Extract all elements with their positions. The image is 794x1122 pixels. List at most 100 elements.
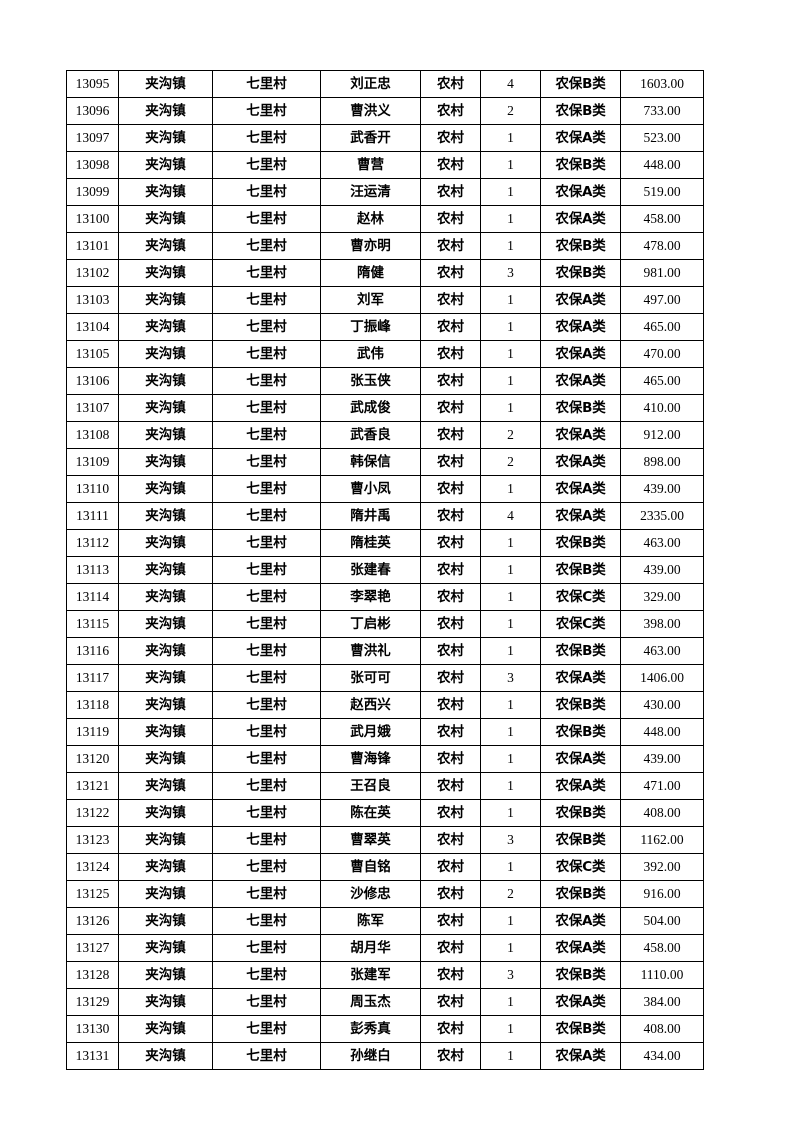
cell-household-type: 农村 (420, 691, 481, 719)
cell-person-count: 1 (480, 934, 541, 962)
cell-name: 武香良 (320, 421, 421, 449)
cell-seq: 13117 (66, 664, 119, 692)
cell-person-count: 1 (480, 232, 541, 260)
cell-village: 七里村 (212, 880, 321, 908)
subsidy-table-wrap: 13095 夹沟镇 七里村 刘正忠 农村 4 农保B类 1603.00 13096 夹沟镇 七里村曹… (66, 70, 704, 1070)
cell-person-count: 1 (480, 718, 541, 746)
table-row: 13126 夹沟镇 七里村 陈军 农村 1 农保A类 504.00 (66, 907, 704, 935)
table-row: 13105 夹沟镇 七里村 武伟 农村 1 农保A类 470.00 (66, 340, 704, 368)
table-row: 13101 夹沟镇 七里村 曹亦明 农村 1 农保B类 478.00 (66, 232, 704, 260)
cell-seq: 13103 (66, 286, 119, 314)
cell-person-count: 4 (480, 502, 541, 530)
cell-amount: 2335.00 (620, 502, 704, 530)
cell-name: 陈在英 (320, 799, 421, 827)
cell-village: 七里村 (212, 313, 321, 341)
table-row: 13095 夹沟镇 七里村 刘正忠 农村 4 农保B类 1603.00 (66, 70, 704, 98)
cell-town: 夹沟镇 (118, 853, 213, 881)
cell-amount: 430.00 (620, 691, 704, 719)
cell-person-count: 1 (480, 394, 541, 422)
cell-seq: 13115 (66, 610, 119, 638)
cell-village: 七里村 (212, 475, 321, 503)
cell-village: 七里村 (212, 637, 321, 665)
cell-town: 夹沟镇 (118, 70, 213, 98)
cell-name: 隋桂英 (320, 529, 421, 557)
table-row: 13096 夹沟镇 七里村 曹洪义 农村 2 农保B类 733.00 (66, 97, 704, 125)
cell-household-type: 农村 (420, 988, 481, 1016)
cell-seq: 13102 (66, 259, 119, 287)
cell-name: 沙修忠 (320, 880, 421, 908)
cell-seq: 13128 (66, 961, 119, 989)
cell-village: 七里村 (212, 367, 321, 395)
cell-household-type: 农村 (420, 664, 481, 692)
cell-village: 七里村 (212, 1015, 321, 1043)
cell-name: 武伟 (320, 340, 421, 368)
cell-amount: 458.00 (620, 934, 704, 962)
cell-name: 汪运清 (320, 178, 421, 206)
cell-name: 曹亦明 (320, 232, 421, 260)
cell-town: 夹沟镇 (118, 583, 213, 611)
cell-household-type: 农村 (420, 232, 481, 260)
cell-amount: 981.00 (620, 259, 704, 287)
cell-amount: 439.00 (620, 556, 704, 584)
cell-amount: 1406.00 (620, 664, 704, 692)
cell-category: 农保A类 (540, 286, 621, 314)
cell-seq: 13131 (66, 1042, 119, 1070)
cell-village: 七里村 (212, 394, 321, 422)
cell-seq: 13099 (66, 178, 119, 206)
cell-village: 七里村 (212, 151, 321, 179)
cell-household-type: 农村 (420, 637, 481, 665)
cell-household-type: 农村 (420, 610, 481, 638)
cell-category: 农保A类 (540, 367, 621, 395)
cell-town: 夹沟镇 (118, 934, 213, 962)
cell-category: 农保B类 (540, 97, 621, 125)
cell-amount: 439.00 (620, 745, 704, 773)
table-row: 13117 夹沟镇 七里村 张可可 农村 3 农保A类 1406.00 (66, 664, 704, 692)
cell-household-type: 农村 (420, 97, 481, 125)
cell-name: 武成俊 (320, 394, 421, 422)
cell-person-count: 2 (480, 880, 541, 908)
cell-amount: 898.00 (620, 448, 704, 476)
cell-village: 七里村 (212, 1042, 321, 1070)
cell-seq: 13100 (66, 205, 119, 233)
cell-amount: 733.00 (620, 97, 704, 125)
cell-town: 夹沟镇 (118, 772, 213, 800)
cell-amount: 504.00 (620, 907, 704, 935)
cell-town: 夹沟镇 (118, 691, 213, 719)
cell-name: 刘正忠 (320, 70, 421, 98)
cell-village: 七里村 (212, 448, 321, 476)
cell-village: 七里村 (212, 718, 321, 746)
cell-seq: 13107 (66, 394, 119, 422)
cell-household-type: 农村 (420, 718, 481, 746)
cell-town: 夹沟镇 (118, 178, 213, 206)
cell-seq: 13119 (66, 718, 119, 746)
cell-household-type: 农村 (420, 529, 481, 557)
cell-household-type: 农村 (420, 556, 481, 584)
cell-name: 孙继白 (320, 1042, 421, 1070)
table-row: 13119 夹沟镇 七里村 武月娥 农村 1 农保B类 448.00 (66, 718, 704, 746)
cell-seq: 13124 (66, 853, 119, 881)
cell-category: 农保B类 (540, 151, 621, 179)
cell-household-type: 农村 (420, 934, 481, 962)
cell-seq: 13121 (66, 772, 119, 800)
cell-town: 夹沟镇 (118, 826, 213, 854)
cell-village: 七里村 (212, 529, 321, 557)
cell-seq: 13120 (66, 745, 119, 773)
cell-category: 农保A类 (540, 745, 621, 773)
cell-town: 夹沟镇 (118, 799, 213, 827)
cell-town: 夹沟镇 (118, 232, 213, 260)
cell-village: 七里村 (212, 259, 321, 287)
cell-household-type: 农村 (420, 421, 481, 449)
cell-category: 农保A类 (540, 934, 621, 962)
cell-category: 农保A类 (540, 421, 621, 449)
cell-household-type: 农村 (420, 475, 481, 503)
cell-person-count: 1 (480, 610, 541, 638)
cell-amount: 384.00 (620, 988, 704, 1016)
cell-name: 张建军 (320, 961, 421, 989)
cell-category: 农保A类 (540, 124, 621, 152)
cell-category: 农保B类 (540, 718, 621, 746)
cell-person-count: 1 (480, 475, 541, 503)
cell-person-count: 1 (480, 313, 541, 341)
cell-name: 曹海锋 (320, 745, 421, 773)
table-row: 13131 夹沟镇 七里村 孙继白 农村 1 农保A类 434.00 (66, 1042, 704, 1070)
